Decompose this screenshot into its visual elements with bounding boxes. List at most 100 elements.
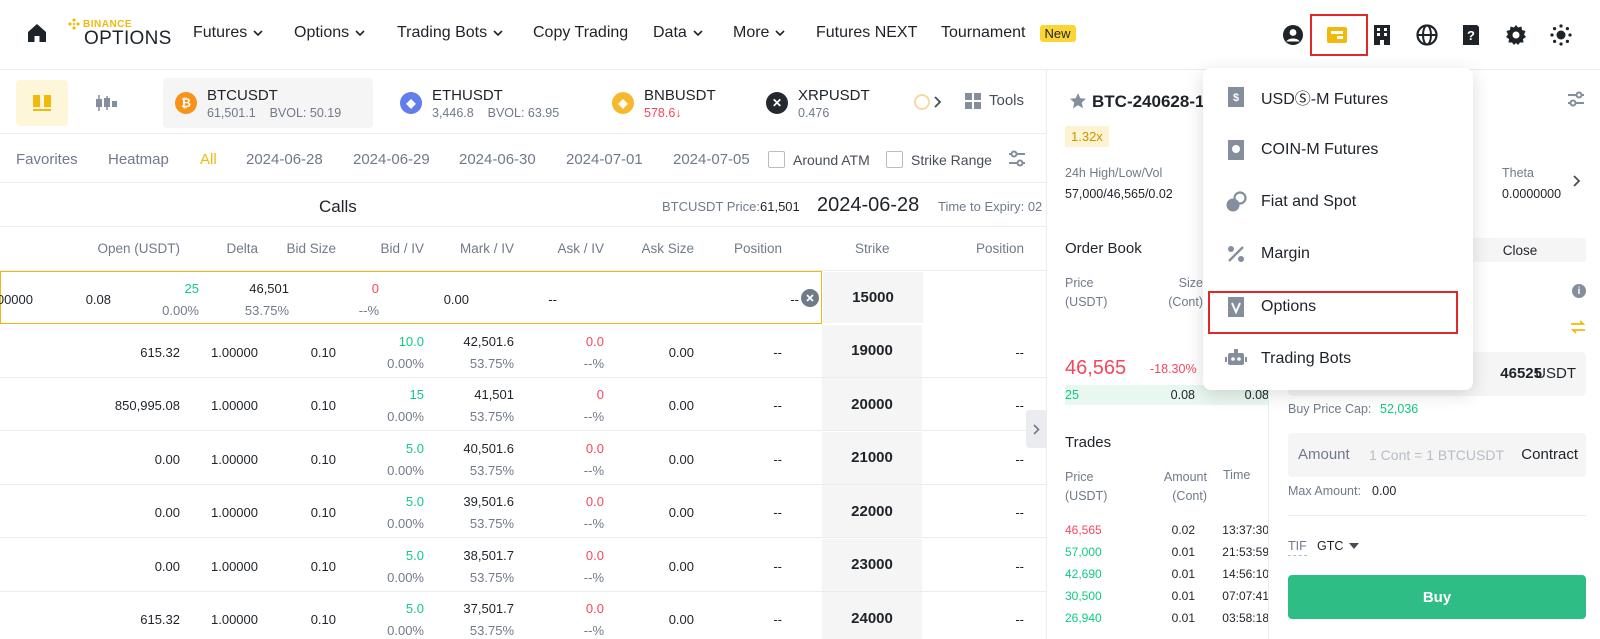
tab-favorites[interactable]: Favorites bbox=[16, 151, 78, 168]
home-icon[interactable] bbox=[26, 22, 48, 44]
ask-cell[interactable]: 0.0 bbox=[585, 547, 604, 563]
nav-copy-trading[interactable]: Copy Trading bbox=[533, 24, 628, 42]
bid-cell[interactable]: 5.0 bbox=[405, 440, 424, 456]
nav-data[interactable]: Data bbox=[653, 24, 703, 42]
delta-cell: 1.00000 bbox=[0, 292, 33, 307]
tab-date-2024-07-05[interactable]: 2024-07-05 bbox=[673, 151, 750, 168]
table-row[interactable]: 0.00 1.00000 0.10 5.0 0.00% 39,501.6 53.75% 0.0… bbox=[0, 485, 1046, 538]
symbol-tab-xrpusdt[interactable]: ✕ XRPUSDT 0.476 bbox=[754, 78, 894, 128]
bid-cell[interactable]: 5.0 bbox=[405, 547, 424, 563]
trade-amount: 0.01 bbox=[1171, 589, 1195, 603]
ask-cell[interactable]: 0.0 bbox=[585, 440, 604, 456]
globe-icon[interactable] bbox=[1412, 20, 1442, 50]
menu-item-fiat-and-spot[interactable]: Fiat and Spot bbox=[1203, 180, 1473, 224]
table-row[interactable]: 850,995.08 1.00000 0.10 15 0.00% 41,501 53.75%… bbox=[0, 378, 1046, 431]
ask-cell[interactable]: 0.0 bbox=[585, 494, 604, 509]
chevron-down-icon bbox=[493, 30, 503, 36]
ask-size-cell: 0.00 bbox=[668, 612, 694, 627]
candlestick-icon[interactable] bbox=[80, 80, 132, 126]
expand-right-icon[interactable] bbox=[1026, 410, 1046, 448]
xrp-icon: ✕ bbox=[766, 92, 788, 114]
layout-grid-icon[interactable] bbox=[16, 80, 68, 126]
menu-item-coin-m-futures[interactable]: COIN-M Futures bbox=[1203, 128, 1473, 172]
tab-date-2024-06-29[interactable]: 2024-06-29 bbox=[353, 151, 430, 168]
position-cell: -- bbox=[773, 398, 782, 413]
bid-cell[interactable]: 5.0 bbox=[405, 601, 424, 616]
ask-size-cell: 0.00 bbox=[668, 398, 694, 413]
ask-cell[interactable]: 0.0 bbox=[585, 601, 604, 616]
bid-cell[interactable]: 25 bbox=[184, 281, 199, 296]
ask-size-cell: 0.00 bbox=[443, 292, 469, 307]
info-icon[interactable]: i bbox=[1572, 284, 1586, 298]
menu-item-trading-bots[interactable]: Trading Bots bbox=[1203, 337, 1473, 381]
btcusdt-price-label: BTCUSDT Price: bbox=[662, 199, 760, 214]
tab-date-2024-07-01[interactable]: 2024-07-01 bbox=[566, 151, 643, 168]
table-row[interactable]: 0.00 1.00000 0.10 5.0 0.00% 38,501.7 53.75% 0.0… bbox=[0, 538, 1046, 592]
table-row[interactable]: 615.32 1.00000 0.10 10.0 0.00% 42,501.6 53.75%… bbox=[0, 324, 1046, 378]
menu-item-options[interactable]: Options bbox=[1203, 285, 1473, 329]
theme-icon[interactable] bbox=[1546, 20, 1576, 50]
symbol-tab-ethusdt[interactable]: ◆ ETHUSDT 3,446.8 BVOL: 63.95 bbox=[388, 78, 588, 128]
trade-amount: 0.01 bbox=[1171, 567, 1195, 581]
ask-size-cell: 0.00 bbox=[668, 451, 694, 467]
around-atm-checkbox[interactable]: Around ATM bbox=[768, 151, 870, 168]
nav-trading-bots[interactable]: Trading Bots bbox=[397, 24, 503, 42]
table-row[interactable]: 138,448.221.000000.08250.00%46,50153.75%… bbox=[0, 271, 923, 324]
symbol-price: 0.476 bbox=[798, 105, 830, 120]
user-icon[interactable] bbox=[1278, 20, 1308, 50]
ask-cell[interactable]: 0 bbox=[596, 387, 604, 402]
ethereum-icon: ◆ bbox=[400, 92, 422, 114]
wallet-icon[interactable] bbox=[1322, 20, 1352, 50]
menu-item-label: USDⓈ-M Futures bbox=[1261, 91, 1389, 108]
buy-button[interactable]: Buy bbox=[1288, 575, 1586, 619]
chevron-right-icon[interactable] bbox=[934, 96, 942, 108]
gear-icon[interactable] bbox=[1501, 20, 1531, 50]
favorite-star-icon[interactable] bbox=[1069, 92, 1087, 110]
stats-chevron-right-icon[interactable] bbox=[1573, 175, 1581, 187]
tab-heatmap[interactable]: Heatmap bbox=[108, 151, 169, 168]
ob-bid-row[interactable]: 25 0.08 0.08 bbox=[1065, 385, 1269, 405]
help-icon[interactable]: ? bbox=[1456, 20, 1486, 50]
position-cell: -- bbox=[773, 451, 782, 467]
building-icon[interactable] bbox=[1367, 20, 1397, 50]
ask-iv-cell: --% bbox=[583, 623, 604, 638]
table-row[interactable]: 0.00 1.00000 0.10 5.0 0.00% 40,501.6 53.75% 0.0… bbox=[0, 431, 1046, 485]
tif-select[interactable]: GTC bbox=[1317, 539, 1360, 553]
margin-icon bbox=[1225, 243, 1247, 265]
nav-futures[interactable]: Futures bbox=[193, 24, 263, 42]
bid-cell[interactable]: 5.0 bbox=[405, 494, 424, 509]
filter-settings-icon[interactable] bbox=[1008, 150, 1026, 168]
bid-cell[interactable]: 15 bbox=[409, 387, 424, 402]
symbol-bar: ₿ BTCUSDT 61,501.1 BVOL: 50.19 ◆ ETHUSDT… bbox=[0, 70, 1046, 134]
nav-more[interactable]: More bbox=[733, 24, 786, 42]
ask-iv-cell: --% bbox=[583, 409, 604, 424]
tab-date-2024-06-30[interactable]: 2024-06-30 bbox=[459, 151, 536, 168]
tab-all[interactable]: All bbox=[200, 151, 217, 168]
menu-item-margin[interactable]: Margin bbox=[1203, 232, 1473, 276]
panel-settings-icon[interactable] bbox=[1567, 90, 1585, 108]
nav-options[interactable]: Options bbox=[294, 24, 365, 42]
strike-cell: 23000 bbox=[822, 538, 922, 591]
close-tab[interactable]: Close bbox=[1454, 238, 1586, 262]
ask-cell[interactable]: 0.0 bbox=[585, 333, 604, 349]
binance-options-logo[interactable]: BINANCE OPTIONS bbox=[68, 18, 172, 50]
close-tab-label: Close bbox=[1502, 242, 1538, 258]
amount-input[interactable]: Amount 1 Cont = 1 BTCUSDT Contract bbox=[1288, 433, 1586, 477]
nav-futures-next[interactable]: Futures NEXT bbox=[816, 24, 917, 42]
table-row[interactable]: 615.32 1.00000 0.10 5.0 0.00% 37,501.7 53.75% 0… bbox=[0, 592, 1046, 639]
tools-button[interactable]: Tools bbox=[965, 92, 1024, 109]
ask-cell[interactable]: 0 bbox=[371, 281, 379, 296]
strike-range-checkbox[interactable]: Strike Range bbox=[886, 151, 992, 168]
bid-cell[interactable]: 10.0 bbox=[398, 333, 424, 349]
delta-cell: 1.00000 bbox=[211, 558, 258, 574]
tab-date-2024-06-28[interactable]: 2024-06-28 bbox=[246, 151, 323, 168]
contract-name[interactable]: BTC-240628-1 bbox=[1092, 92, 1205, 111]
symbol-tab-btcusdt[interactable]: ₿ BTCUSDT 61,501.1 BVOL: 50.19 bbox=[163, 78, 373, 128]
bid-size-cell: 0.08 bbox=[85, 292, 111, 307]
swap-arrows-icon[interactable] bbox=[1570, 320, 1586, 334]
close-circle-icon[interactable] bbox=[801, 289, 819, 307]
symbol-tab-bnbusdt[interactable]: ◈ BNBUSDT 578.6↓ bbox=[600, 78, 740, 128]
nav-tournament[interactable]: Tournament New bbox=[941, 24, 1076, 42]
menu-item-usd-m-futures[interactable]: $ USDⓈ-M Futures bbox=[1203, 75, 1473, 119]
coin-futures-icon bbox=[1225, 139, 1247, 161]
